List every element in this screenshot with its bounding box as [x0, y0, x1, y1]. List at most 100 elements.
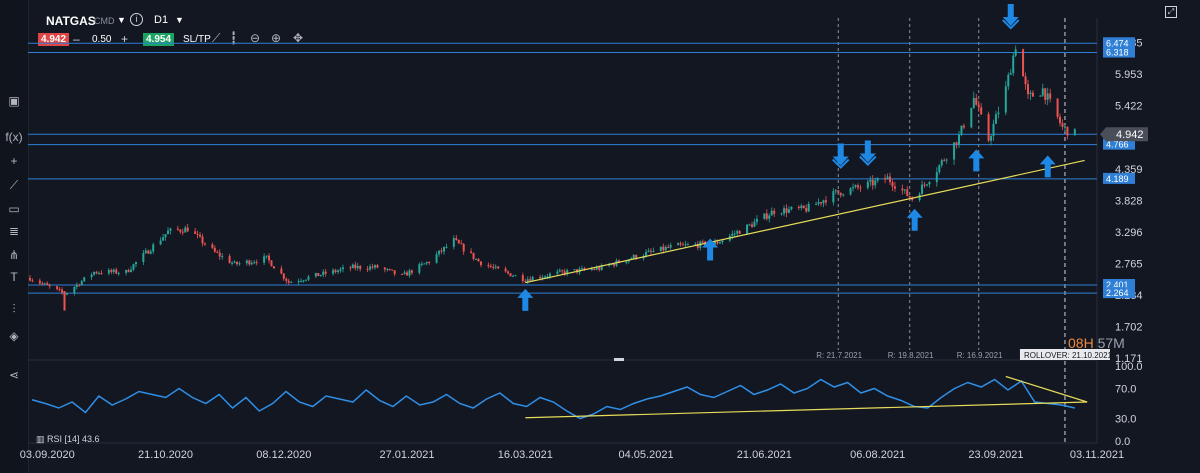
rsi-legend-icon: ▥	[36, 434, 45, 444]
pitchfork-icon[interactable]: ⋔	[8, 248, 20, 262]
candle-body	[859, 187, 862, 189]
candle-body	[1009, 73, 1012, 75]
candle-body	[677, 243, 680, 246]
candle-body	[1024, 76, 1027, 85]
candle-body	[31, 280, 34, 282]
candle-body	[487, 265, 490, 267]
maximize-icon[interactable]: ⤢	[1165, 6, 1177, 18]
cursor-icon[interactable]: ▣	[8, 94, 20, 108]
candle-body	[386, 269, 389, 271]
candle-body	[753, 221, 756, 227]
candle-body	[159, 240, 162, 245]
candle-body	[849, 188, 852, 195]
candlestick-icon[interactable]: ┇	[230, 31, 238, 45]
candle-body	[43, 283, 46, 285]
candle-body	[615, 260, 618, 266]
text-icon[interactable]: T	[10, 270, 18, 284]
candle-body	[746, 224, 749, 234]
candle-body	[1027, 84, 1030, 95]
candle-body	[1061, 123, 1064, 127]
level-label: 4.766	[1106, 140, 1129, 150]
candle-body	[445, 246, 448, 248]
share-icon[interactable]: ⋖	[8, 368, 20, 382]
countdown-hours: 08H	[1068, 335, 1094, 351]
indicators-icon[interactable]: ⫶	[12, 302, 16, 316]
candle-body	[322, 271, 325, 275]
candle-body	[935, 172, 938, 183]
rsi-tick-label: 30.0	[1115, 414, 1136, 426]
candle-body	[699, 241, 702, 248]
candle-body	[235, 261, 238, 265]
candle-body	[1041, 88, 1044, 96]
candle-body	[884, 178, 887, 180]
candle-body	[906, 189, 909, 196]
candle-body	[162, 237, 165, 241]
candle-body	[521, 275, 524, 281]
decrease-lot-button[interactable]: –	[73, 32, 80, 46]
candle-body	[1056, 98, 1059, 117]
candle-body	[179, 229, 182, 232]
candle-body	[110, 270, 113, 272]
sltp-button[interactable]: SL/TP	[183, 34, 211, 45]
increase-lot-button[interactable]: +	[121, 32, 129, 46]
crosshair-icon[interactable]: +	[10, 154, 18, 168]
fx-icon[interactable]: f(x)	[5, 130, 23, 144]
candle-body	[366, 268, 369, 270]
info-icon[interactable]: i	[130, 13, 143, 26]
candle-body	[470, 251, 473, 253]
candle-body	[1004, 86, 1007, 113]
candle-body	[319, 274, 322, 277]
candle-body	[489, 265, 492, 267]
candle-body	[112, 269, 115, 272]
candle-body	[800, 205, 803, 209]
price-tick-label: 6.485	[1115, 38, 1143, 50]
candle-body	[731, 233, 734, 236]
candle-body	[608, 264, 611, 266]
zoom-out-icon[interactable]: ⊖	[250, 31, 261, 45]
sell-button[interactable]: 4.942	[38, 33, 69, 46]
candle-body	[953, 142, 956, 160]
rectangle-icon[interactable]: ▭	[8, 202, 20, 216]
candle-body	[876, 178, 879, 181]
candle-body	[925, 184, 928, 186]
candle-body	[440, 250, 443, 252]
candle-body	[250, 262, 253, 265]
zoom-in-icon[interactable]: ⊕	[271, 31, 282, 45]
candle-body	[874, 180, 877, 186]
candle-body	[632, 254, 635, 259]
candle-body	[1049, 93, 1052, 99]
candle-body	[317, 272, 320, 277]
date-tick-label: 04.05.2021	[619, 449, 674, 461]
candle-body	[962, 125, 965, 128]
lot-size-input[interactable]: 0.50	[92, 34, 112, 45]
trendline-icon[interactable]: ⟋	[9, 178, 19, 192]
candle-body	[41, 283, 44, 285]
fib-icon[interactable]: ≣	[8, 224, 20, 238]
candles-group	[29, 45, 1076, 297]
level-label: 2.264	[1106, 288, 1129, 298]
symbol-name[interactable]: NATGAS	[46, 14, 96, 28]
candle-body	[600, 265, 603, 270]
candle-body	[418, 264, 421, 273]
candle-body	[694, 244, 697, 246]
candle-body	[314, 272, 317, 277]
candle-body	[721, 240, 724, 243]
candle-body	[901, 188, 904, 191]
layers-icon[interactable]: ◈	[9, 329, 19, 343]
candle-body	[373, 265, 376, 268]
buy-button[interactable]: 4.954	[143, 33, 174, 46]
candle-body	[376, 265, 379, 268]
down-arrow-icon	[859, 140, 877, 166]
level-badge	[1103, 37, 1135, 49]
candle-body	[134, 261, 137, 265]
candle-body	[578, 268, 581, 273]
date-tick-label: 16.03.2021	[498, 449, 553, 461]
symbol-dropdown-icon[interactable]: ▼	[117, 15, 126, 25]
timeframe-dropdown-icon[interactable]: ▼	[175, 15, 184, 25]
line-chart-icon[interactable]: ⟋	[212, 31, 221, 45]
move-icon[interactable]: ✥	[293, 31, 304, 45]
candle-body	[733, 233, 736, 235]
candle-body	[958, 134, 961, 145]
timeframe-selector[interactable]: D1	[154, 14, 169, 26]
